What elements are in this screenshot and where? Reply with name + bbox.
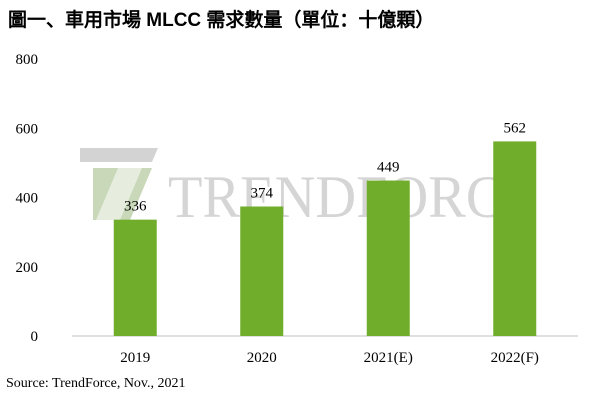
source-note: Source: TrendForce, Nov., 2021 <box>6 376 186 391</box>
bar <box>366 180 410 336</box>
y-axis: 0 200 400 600 800 <box>16 52 39 345</box>
bars <box>113 141 537 336</box>
x-tick-label: 2022(F) <box>491 350 539 366</box>
data-label: 374 <box>251 186 274 202</box>
data-labels: 336 374 449 562 <box>124 120 526 214</box>
y-tick-label: 600 <box>16 121 39 137</box>
trendforce-logo-icon <box>80 148 158 220</box>
chart-title: 圖一、車用市場 MLCC 需求數量（單位：十億顆） <box>8 10 435 31</box>
trendforce-watermark: TRENDFORCE <box>80 148 538 230</box>
y-tick-label: 0 <box>31 329 39 345</box>
y-tick-label: 800 <box>16 52 39 68</box>
data-label: 449 <box>377 160 400 176</box>
bar <box>493 141 537 336</box>
x-tick-label: 2020 <box>247 350 277 366</box>
x-tick-label: 2021(E) <box>364 350 413 366</box>
watermark-text: TRENDFORCE <box>168 164 538 230</box>
x-axis: 2019 2020 2021(E) 2022(F) <box>120 350 539 366</box>
data-label: 562 <box>504 120 527 136</box>
bar <box>113 219 157 336</box>
bar <box>240 206 284 336</box>
y-tick-label: 200 <box>16 260 39 276</box>
data-label: 336 <box>124 199 147 215</box>
y-tick-label: 400 <box>16 191 39 207</box>
x-tick-label: 2019 <box>120 350 150 366</box>
